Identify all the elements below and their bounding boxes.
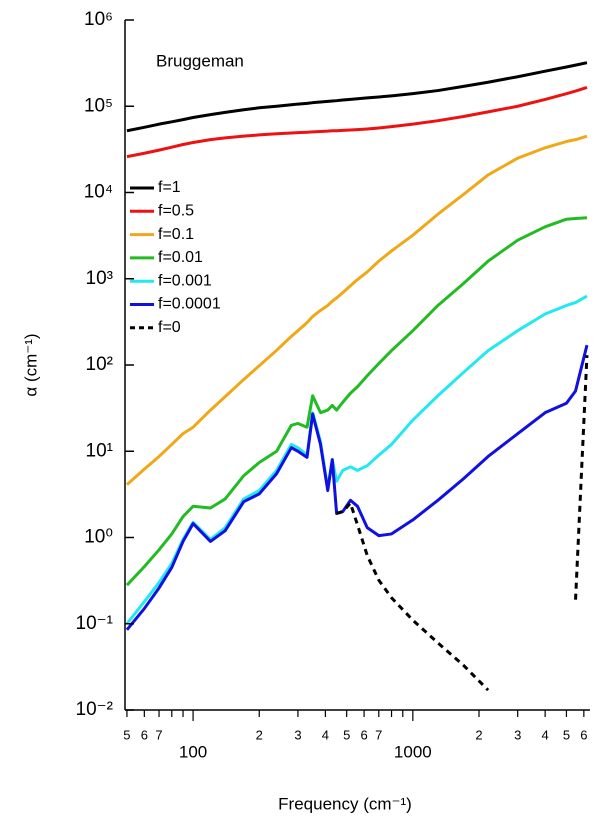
series-line: [336, 355, 589, 692]
x-tick-label: 6: [580, 727, 587, 742]
x-tick-label: 4: [322, 727, 329, 742]
y-tick-label: 10²: [86, 354, 113, 375]
series-line: [125, 134, 588, 486]
y-axis-title: α (cm⁻¹): [21, 333, 40, 396]
series-line: [126, 61, 588, 133]
y-tick-label: 10⁶: [84, 9, 113, 30]
legend-label: f=1: [158, 179, 181, 196]
x-tick-label: 5: [563, 727, 570, 742]
x-tick-label: 5: [343, 727, 350, 742]
x-tick-label: 3: [294, 727, 301, 742]
legend-label: f=0.01: [158, 249, 203, 266]
series-line: [126, 86, 588, 159]
series-line: [125, 344, 589, 631]
x-tick-label: 2: [256, 727, 263, 742]
y-tick-label: 10¹: [86, 440, 113, 461]
x-tick-label: 7: [375, 727, 382, 742]
y-tick-label: 10⁵: [84, 95, 113, 116]
x-axis-title: Frequency (cm⁻¹): [278, 794, 412, 813]
x-tick-label: 3: [514, 727, 521, 742]
legend-label: f=0.001: [158, 272, 212, 289]
x-tick-label: 7: [155, 727, 162, 742]
x-tick-label: 6: [141, 727, 148, 742]
x-tick-label: 1000: [394, 742, 432, 761]
chart-title: Bruggeman: [156, 51, 244, 70]
y-tick-label: 10⁴: [84, 182, 113, 203]
legend-label: f=0: [158, 319, 181, 336]
x-tick-label: 5: [123, 727, 130, 742]
x-tick-label: 100: [179, 742, 207, 761]
x-tick-label: 6: [360, 727, 367, 742]
x-tick-label: 2: [475, 727, 482, 742]
series-line: [125, 294, 588, 625]
y-tick-label: 10³: [86, 268, 113, 289]
plot-area: [125, 61, 589, 692]
legend-label: f=0.5: [158, 203, 194, 220]
y-tick-label: 10⁻²: [76, 699, 114, 720]
series-line: [125, 216, 588, 587]
x-tick-label: 4: [542, 727, 549, 742]
y-tick-label: 10⁰: [84, 527, 113, 548]
legend-label: f=0.0001: [158, 296, 221, 313]
legend-label: f=0.1: [158, 226, 194, 243]
y-tick-label: 10⁻¹: [76, 613, 114, 634]
